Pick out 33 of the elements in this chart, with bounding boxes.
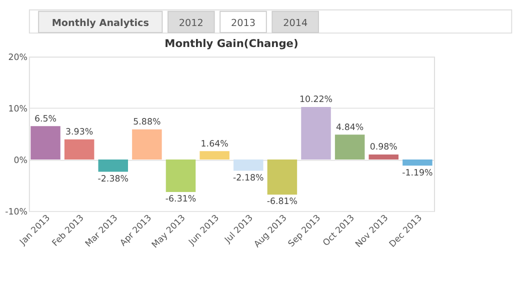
- y-tick-label: 10%: [8, 104, 28, 114]
- text: 2014: [283, 18, 308, 29]
- data-label: 6.5%: [34, 114, 57, 124]
- data-label: -6.81%: [266, 197, 298, 208]
- bar: [200, 151, 230, 160]
- data-label: 1.64%: [200, 139, 228, 150]
- data-label: 10.22%: [299, 95, 333, 106]
- bar: [334, 134, 365, 160]
- chart-title: Monthly Gain(Change): [164, 38, 298, 50]
- bar: [402, 160, 432, 166]
- text: Monthly Analytics: [52, 18, 150, 29]
- bar: [30, 126, 60, 160]
- bar: [267, 160, 298, 195]
- bar: [234, 160, 264, 171]
- bar: [368, 154, 399, 160]
- bar: [64, 139, 94, 160]
- data-label: -2.18%: [233, 173, 264, 184]
- y-tick-label: -10%: [5, 207, 28, 218]
- bar: [132, 129, 162, 160]
- data-label: 3.93%: [66, 128, 94, 138]
- data-label: 5.88%: [133, 117, 161, 128]
- data-label: -6.31%: [165, 194, 196, 205]
- data-label: -2.38%: [98, 174, 128, 184]
- data-label: 0.98%: [370, 142, 398, 153]
- bar: [98, 160, 128, 172]
- text: 2013: [230, 18, 256, 29]
- y-tick-label: 0%: [14, 156, 28, 166]
- bar: [166, 160, 196, 192]
- data-label: 4.84%: [336, 122, 364, 133]
- y-tick-label: 20%: [8, 53, 28, 64]
- text: 2012: [178, 18, 204, 29]
- data-label: -1.19%: [402, 168, 433, 178]
- bar: [301, 106, 331, 160]
